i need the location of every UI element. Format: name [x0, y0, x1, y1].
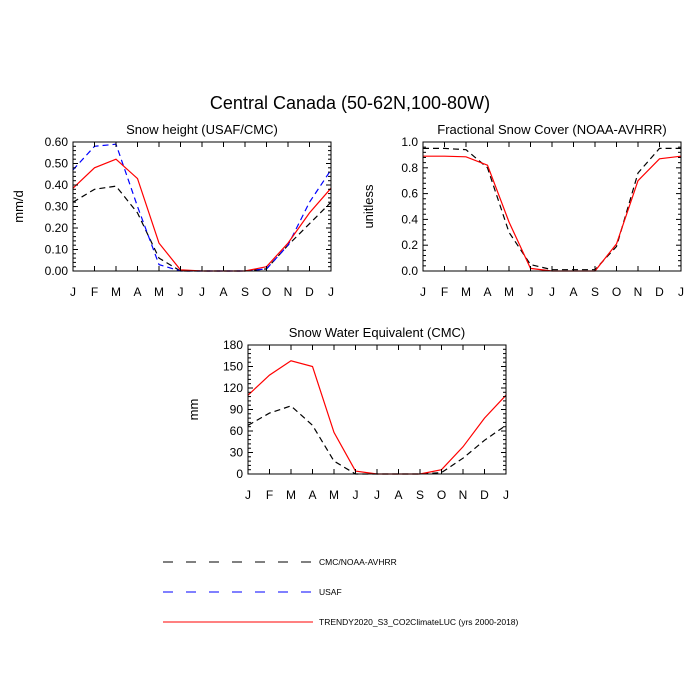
x-tick-label: S	[241, 285, 249, 299]
legend-item: USAF	[163, 587, 342, 597]
main-title: Central Canada (50-62N,100-80W)	[210, 93, 490, 113]
y-tick-label: 0.0	[401, 264, 418, 278]
series-line	[423, 147, 681, 271]
y-axis-label: mm/d	[11, 190, 26, 223]
series-line	[72, 143, 332, 272]
x-tick-label: M	[154, 285, 164, 299]
panel-title: Snow Water Equivalent (CMC)	[289, 325, 466, 340]
y-tick-label: 0.60	[45, 135, 69, 149]
x-tick-label: O	[437, 488, 446, 502]
x-tick-label: N	[284, 285, 293, 299]
panel-snow_height: Snow height (USAF/CMC) mm/d 0.00 0.10 0.20 0.…	[11, 122, 334, 299]
series-line	[72, 185, 332, 272]
y-tick-label: 0.40	[45, 178, 69, 192]
legend-label: USAF	[319, 587, 342, 597]
x-tick-label: M	[111, 285, 121, 299]
plot-frame	[422, 141, 682, 272]
x-tick-label: J	[178, 285, 184, 299]
x-tick-label: A	[133, 285, 141, 299]
series-line	[247, 360, 507, 475]
x-tick-label: J	[245, 488, 251, 502]
x-tick-label: F	[91, 285, 98, 299]
x-tick-label: A	[394, 488, 402, 502]
x-tick-label: J	[503, 488, 509, 502]
x-tick-label: F	[441, 285, 448, 299]
x-tick-label: S	[416, 488, 424, 502]
y-tick-label: 0.2	[401, 238, 418, 252]
x-tick-label: A	[219, 285, 227, 299]
panel-swe: Snow Water Equivalent (CMC) mm 0 30 60 90 120 1…	[186, 325, 509, 502]
x-tick-label: D	[655, 285, 664, 299]
panels: Snow height (USAF/CMC)mm/d0.000.100.200.…	[11, 122, 684, 502]
series-line	[72, 158, 332, 272]
x-tick-label: A	[483, 285, 491, 299]
y-tick-label: 120	[223, 381, 243, 395]
x-tick-label: J	[328, 285, 334, 299]
x-tick-label: J	[420, 285, 426, 299]
x-tick-label: O	[612, 285, 621, 299]
y-tick-label: 0.30	[45, 200, 69, 214]
y-tick-label: 30	[230, 446, 244, 460]
x-tick-label: N	[459, 488, 468, 502]
y-tick-label: 0.4	[401, 212, 418, 226]
x-tick-label: J	[353, 488, 359, 502]
x-tick-label: D	[305, 285, 314, 299]
panel-title: Snow height (USAF/CMC)	[126, 122, 278, 137]
panel-snow_cover: Fractional Snow Cover (NOAA-AVHRR) unitle…	[361, 122, 684, 299]
x-tick-label: A	[308, 488, 316, 502]
x-tick-label: M	[504, 285, 514, 299]
x-tick-label: O	[262, 285, 271, 299]
y-tick-label: 0.8	[401, 161, 418, 175]
x-tick-label: F	[266, 488, 273, 502]
panel-title: Fractional Snow Cover (NOAA-AVHRR)	[437, 122, 666, 137]
x-tick-label: J	[549, 285, 555, 299]
x-tick-label: J	[199, 285, 205, 299]
legend-label: TRENDY2020_S3_CO2ClimateLUC (yrs 2000-20…	[319, 617, 519, 627]
x-tick-label: J	[70, 285, 76, 299]
x-tick-label: M	[286, 488, 296, 502]
y-tick-label: 0.6	[401, 187, 418, 201]
y-tick-label: 1.0	[401, 135, 418, 149]
y-tick-label: 0.20	[45, 221, 69, 235]
y-axis-label: mm	[186, 399, 201, 421]
x-tick-label: J	[374, 488, 380, 502]
series-line	[423, 155, 682, 272]
series-line	[247, 405, 507, 475]
legend-label: CMC/NOAA-AVHRR	[319, 557, 397, 567]
legend-item: CMC/NOAA-AVHRR	[163, 557, 397, 567]
y-axis-label: unitless	[361, 184, 376, 229]
y-tick-label: 0.10	[45, 243, 69, 257]
x-tick-label: J	[528, 285, 534, 299]
legend: CMC/NOAA-AVHRR USAF TRENDY2020_S3_CO2Clima…	[163, 557, 519, 627]
x-tick-label: D	[480, 488, 489, 502]
x-tick-label: N	[634, 285, 643, 299]
y-tick-label: 0.00	[45, 264, 69, 278]
x-tick-label: M	[329, 488, 339, 502]
y-tick-label: 0	[236, 467, 243, 481]
y-tick-label: 90	[230, 403, 244, 417]
legend-item: TRENDY2020_S3_CO2ClimateLUC (yrs 2000-20…	[163, 617, 519, 627]
y-tick-label: 60	[230, 424, 244, 438]
x-tick-label: S	[591, 285, 599, 299]
y-tick-label: 0.50	[45, 157, 69, 171]
y-tick-label: 150	[223, 360, 243, 374]
x-tick-label: J	[678, 285, 684, 299]
y-tick-label: 180	[223, 338, 243, 352]
x-tick-label: A	[569, 285, 577, 299]
x-tick-label: M	[461, 285, 471, 299]
